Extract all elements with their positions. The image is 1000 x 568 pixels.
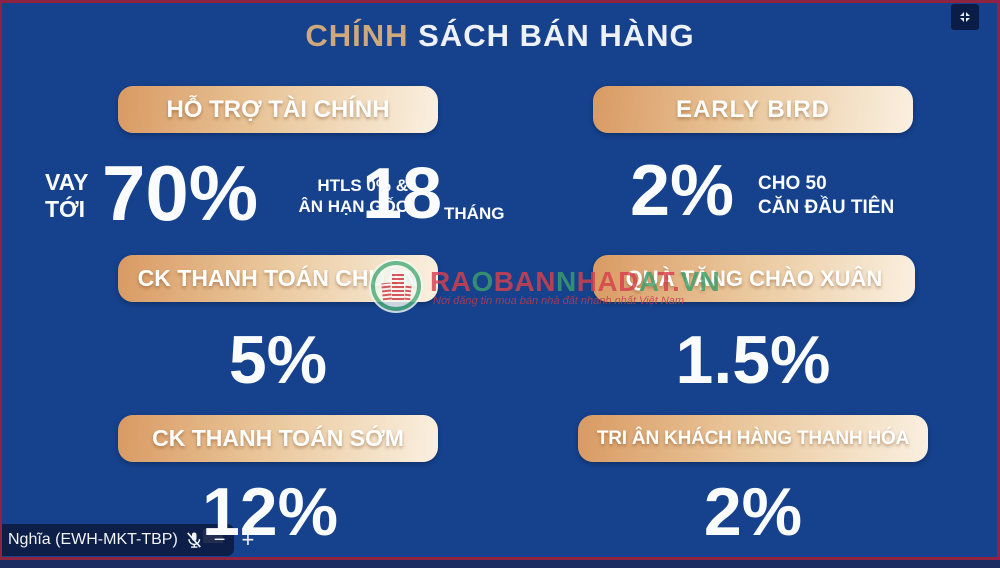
share-border-right: [997, 0, 1000, 560]
value-ck-som: 12%: [201, 474, 339, 550]
value-tri-an: 2%: [703, 474, 803, 550]
share-border-bottom: [0, 557, 1000, 560]
collapse-fullscreen-button[interactable]: [951, 4, 979, 30]
page-title-accent: CHÍNH: [305, 18, 409, 53]
banner-qua-tang-chao-xuan: QUÀ TẶNG CHÀO XUÂN: [593, 255, 915, 302]
loan-prefix-line2: TỚI: [45, 196, 86, 222]
value-ck-chuan: 5%: [228, 322, 328, 398]
early-bird-note-line1: CHO 50: [758, 173, 827, 194]
loan-prefix: VAY TỚI: [45, 169, 88, 223]
value-qua-tang: 1.5%: [675, 322, 831, 398]
share-border-top: [0, 0, 1000, 3]
zoom-in-control[interactable]: +: [241, 527, 255, 552]
presenter-overlay: Nghĩa (EWH-MKT-TBP) − +: [0, 524, 254, 556]
banner-early-bird: EARLY BIRD: [593, 86, 913, 133]
loan-months-unit: THÁNG: [444, 204, 505, 223]
early-bird-note-line2: CĂN ĐẦU TIÊN: [758, 197, 895, 218]
zoom-out-control[interactable]: −: [213, 528, 226, 551]
share-border-left: [0, 0, 2, 560]
bottom-strip: [0, 560, 1000, 568]
mic-muted-icon[interactable]: [184, 530, 204, 550]
early-bird-note: CHO 50 CĂN ĐẦU TIÊN: [758, 172, 894, 220]
presenter-name: Nghĩa (EWH-MKT-TBP): [8, 531, 178, 548]
banner-ck-thanh-toan-som: CK THANH TOÁN SỚM: [118, 415, 438, 462]
early-bird-percent: 2%: [630, 151, 735, 231]
page-title-rest: SÁCH BÁN HÀNG: [408, 18, 695, 53]
collapse-arrows-icon: [960, 12, 970, 22]
early-bird-figures: 2% CHO 50 CĂN ĐẦU TIÊN: [630, 155, 950, 235]
banner-ck-thanh-toan-chuan: CK THANH TOÁN CHUẨN: [118, 255, 438, 302]
loan-terms-line1: HTLS 0% &: [317, 176, 408, 195]
loan-prefix-line1: VAY: [45, 169, 89, 195]
banner-tri-an-khach-hang: TRI ÂN KHÁCH HÀNG THANH HÓA: [578, 415, 928, 462]
banner-ho-tro-tai-chinh: HỖ TRỢ TÀI CHÍNH: [118, 86, 438, 133]
loan-figures: VAY TỚI 70% HTLS 0% & ÂN HẠN GỐC 18 THÁN…: [40, 152, 530, 238]
loan-months: 18: [362, 154, 443, 234]
loan-terms: HTLS 0% & ÂN HẠN GỐC: [278, 175, 408, 217]
loan-percent: 70%: [102, 149, 259, 237]
page-title: CHÍNH SÁCH BÁN HÀNG: [0, 18, 1000, 54]
loan-terms-line2: ÂN HẠN GỐC: [298, 197, 408, 216]
